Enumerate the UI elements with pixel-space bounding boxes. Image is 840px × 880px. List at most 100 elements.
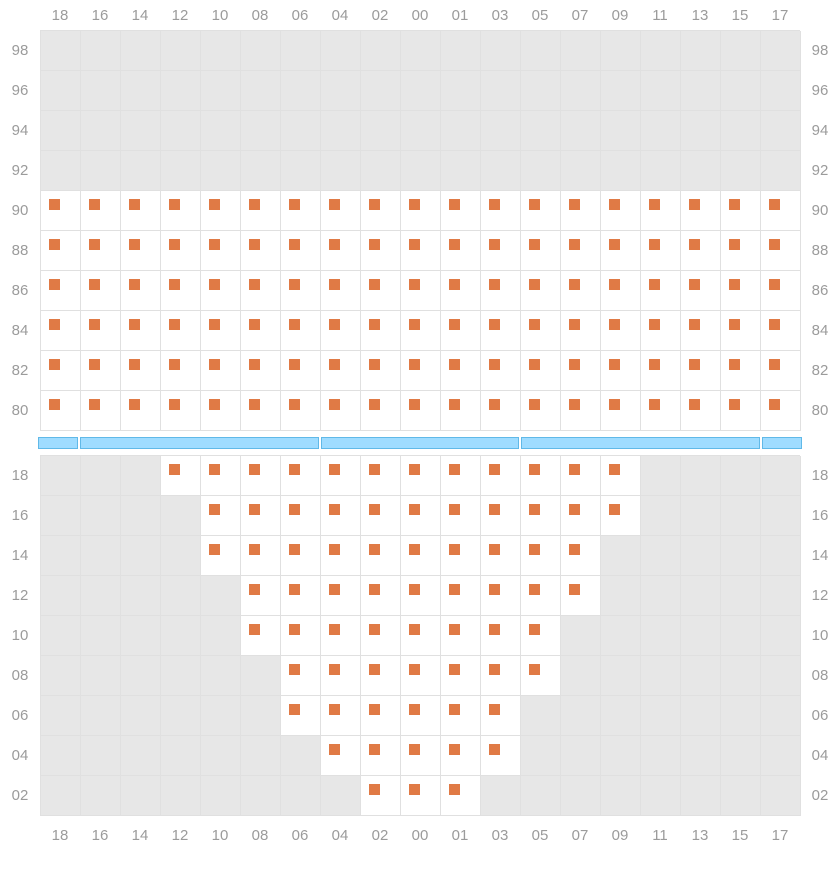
seat-available[interactable] — [601, 231, 641, 271]
seat-available[interactable] — [161, 456, 201, 496]
seat-available[interactable] — [681, 271, 721, 311]
seat-available[interactable] — [241, 456, 281, 496]
seat-available[interactable] — [281, 311, 321, 351]
seat-available[interactable] — [441, 656, 481, 696]
seat-available[interactable] — [241, 271, 281, 311]
seat-available[interactable] — [321, 311, 361, 351]
seat-available[interactable] — [561, 456, 601, 496]
seat-available[interactable] — [601, 456, 641, 496]
seat-available[interactable] — [481, 311, 521, 351]
seat-available[interactable] — [561, 536, 601, 576]
seat-available[interactable] — [521, 576, 561, 616]
seat-available[interactable] — [641, 231, 681, 271]
seat-available[interactable] — [81, 231, 121, 271]
seat-available[interactable] — [441, 616, 481, 656]
seat-available[interactable] — [41, 231, 81, 271]
seat-available[interactable] — [601, 271, 641, 311]
seat-available[interactable] — [81, 311, 121, 351]
seat-available[interactable] — [561, 231, 601, 271]
seat-available[interactable] — [321, 576, 361, 616]
seat-available[interactable] — [641, 351, 681, 391]
seat-available[interactable] — [721, 311, 761, 351]
seat-available[interactable] — [201, 536, 241, 576]
seat-available[interactable] — [561, 496, 601, 536]
seat-available[interactable] — [641, 311, 681, 351]
seat-available[interactable] — [441, 696, 481, 736]
seat-available[interactable] — [441, 736, 481, 776]
seat-available[interactable] — [241, 351, 281, 391]
seat-available[interactable] — [121, 231, 161, 271]
seat-available[interactable] — [281, 616, 321, 656]
seat-available[interactable] — [401, 616, 441, 656]
seat-available[interactable] — [641, 391, 681, 431]
seat-available[interactable] — [721, 351, 761, 391]
seat-available[interactable] — [761, 311, 801, 351]
seat-available[interactable] — [401, 351, 441, 391]
seat-available[interactable] — [161, 271, 201, 311]
seat-available[interactable] — [481, 271, 521, 311]
seat-available[interactable] — [401, 536, 441, 576]
seat-available[interactable] — [361, 351, 401, 391]
seat-available[interactable] — [521, 351, 561, 391]
seat-available[interactable] — [281, 576, 321, 616]
seat-available[interactable] — [361, 536, 401, 576]
seat-available[interactable] — [201, 391, 241, 431]
seat-available[interactable] — [561, 191, 601, 231]
seat-available[interactable] — [681, 191, 721, 231]
seat-available[interactable] — [321, 191, 361, 231]
seat-available[interactable] — [721, 191, 761, 231]
seat-available[interactable] — [241, 311, 281, 351]
seat-available[interactable] — [721, 391, 761, 431]
seat-available[interactable] — [681, 311, 721, 351]
seat-available[interactable] — [121, 311, 161, 351]
seat-available[interactable] — [401, 231, 441, 271]
seat-available[interactable] — [761, 191, 801, 231]
seat-available[interactable] — [401, 191, 441, 231]
seat-available[interactable] — [81, 391, 121, 431]
seat-available[interactable] — [441, 456, 481, 496]
seat-available[interactable] — [201, 496, 241, 536]
seat-available[interactable] — [41, 351, 81, 391]
seat-available[interactable] — [521, 536, 561, 576]
seat-available[interactable] — [241, 391, 281, 431]
seat-available[interactable] — [561, 576, 601, 616]
seat-available[interactable] — [481, 391, 521, 431]
seat-available[interactable] — [161, 391, 201, 431]
seat-available[interactable] — [361, 616, 401, 656]
seat-available[interactable] — [321, 736, 361, 776]
seat-available[interactable] — [41, 271, 81, 311]
seat-available[interactable] — [761, 271, 801, 311]
seat-available[interactable] — [281, 456, 321, 496]
seat-available[interactable] — [681, 351, 721, 391]
seat-available[interactable] — [281, 656, 321, 696]
seat-available[interactable] — [281, 391, 321, 431]
seat-available[interactable] — [761, 391, 801, 431]
seat-available[interactable] — [521, 456, 561, 496]
seat-available[interactable] — [81, 351, 121, 391]
seat-available[interactable] — [561, 271, 601, 311]
seat-available[interactable] — [481, 696, 521, 736]
seat-available[interactable] — [361, 696, 401, 736]
seat-available[interactable] — [441, 351, 481, 391]
seat-available[interactable] — [321, 231, 361, 271]
seat-available[interactable] — [361, 456, 401, 496]
seat-available[interactable] — [41, 391, 81, 431]
seat-available[interactable] — [201, 231, 241, 271]
seat-available[interactable] — [361, 271, 401, 311]
seat-available[interactable] — [321, 271, 361, 311]
seat-available[interactable] — [401, 576, 441, 616]
seat-available[interactable] — [241, 231, 281, 271]
seat-available[interactable] — [481, 536, 521, 576]
seat-available[interactable] — [241, 496, 281, 536]
seat-available[interactable] — [281, 696, 321, 736]
seat-available[interactable] — [201, 311, 241, 351]
seat-available[interactable] — [81, 271, 121, 311]
seat-available[interactable] — [361, 776, 401, 816]
seat-available[interactable] — [761, 231, 801, 271]
seat-available[interactable] — [761, 351, 801, 391]
seat-available[interactable] — [601, 311, 641, 351]
seat-available[interactable] — [361, 231, 401, 271]
seat-available[interactable] — [481, 351, 521, 391]
seat-available[interactable] — [201, 456, 241, 496]
seat-available[interactable] — [401, 776, 441, 816]
